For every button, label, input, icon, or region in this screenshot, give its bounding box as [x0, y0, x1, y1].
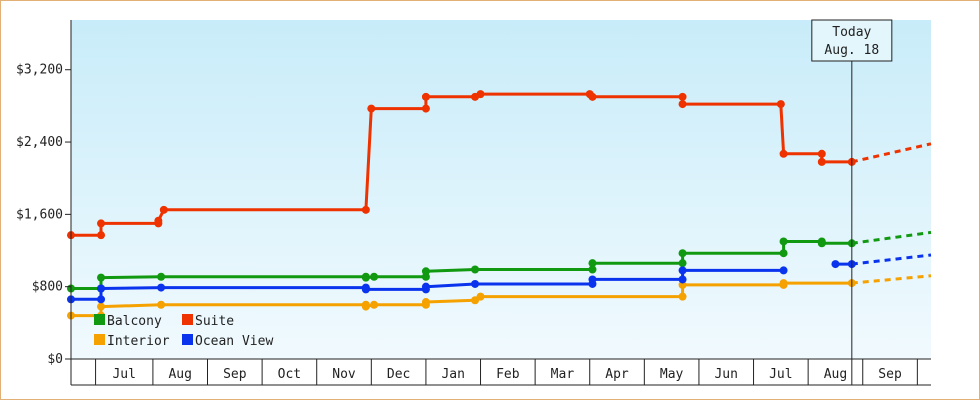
- data-point: [817, 149, 826, 158]
- today-date: Aug. 18: [824, 43, 879, 58]
- y-tick-label: $2,400: [16, 135, 63, 150]
- data-point: [678, 259, 687, 268]
- month-label: Sep: [223, 367, 247, 382]
- data-point: [361, 273, 370, 282]
- data-point: [588, 265, 597, 274]
- data-point: [779, 237, 788, 246]
- data-point: [370, 300, 379, 309]
- month-label: Dec: [387, 367, 410, 382]
- month-label: May: [660, 367, 684, 382]
- projection-line: [851, 274, 932, 285]
- data-point: [779, 149, 788, 158]
- data-point: [678, 292, 687, 301]
- month-label: Jul: [112, 367, 135, 382]
- data-point: [157, 300, 166, 309]
- today-marker: Today Aug. 18: [811, 19, 893, 385]
- data-point: [361, 302, 370, 311]
- projection-line: [851, 142, 932, 164]
- data-point: [831, 260, 840, 269]
- data-point: [97, 219, 106, 228]
- projection-line: [851, 230, 932, 245]
- month-label: Feb: [496, 367, 520, 382]
- month-label: Apr: [605, 367, 629, 382]
- month-label: Sep: [878, 367, 902, 382]
- data-point: [421, 104, 430, 113]
- data-point: [361, 285, 370, 294]
- axes: $0 $800 $1,600 $2,400 $3,200 Jul Aug Sep Oct Nov D…: [16, 20, 931, 386]
- month-label: Jul: [769, 367, 792, 382]
- y-tick-label: $1,600: [16, 207, 63, 222]
- data-point: [159, 205, 168, 214]
- legend: Balcony Suite Interior Ocean View: [94, 314, 273, 349]
- data-point: [157, 272, 166, 281]
- legend-swatch: [94, 334, 105, 345]
- data-point: [157, 283, 166, 292]
- data-point: [476, 292, 485, 301]
- projection-line: [851, 253, 932, 266]
- month-label: Mar: [551, 367, 575, 382]
- legend-label: Suite: [195, 314, 234, 329]
- legend-swatch: [182, 334, 193, 345]
- data-point: [154, 216, 163, 225]
- data-point: [97, 273, 106, 282]
- data-point: [817, 157, 826, 166]
- legend-label: Ocean View: [195, 334, 273, 349]
- legend-swatch: [182, 314, 193, 325]
- data-point: [588, 259, 597, 268]
- month-label: Nov: [332, 367, 356, 382]
- data-point: [471, 279, 480, 288]
- data-point: [678, 92, 687, 101]
- data-point: [370, 272, 379, 281]
- month-label: Oct: [278, 367, 301, 382]
- data-point: [779, 279, 788, 288]
- month-label: Aug: [824, 367, 847, 382]
- data-point: [588, 275, 597, 284]
- data-point: [588, 92, 597, 101]
- data-point: [361, 205, 370, 214]
- data-point: [421, 267, 430, 276]
- y-tick-label: $0: [47, 352, 63, 367]
- data-point: [97, 302, 106, 311]
- y-tick-label: $800: [32, 280, 63, 295]
- legend-label: Balcony: [107, 314, 162, 329]
- plot-background: [71, 20, 931, 359]
- legend-swatch: [94, 314, 105, 325]
- data-point: [678, 100, 687, 109]
- data-point: [476, 90, 485, 99]
- data-point: [97, 231, 106, 240]
- month-label: Aug: [168, 367, 191, 382]
- legend-label: Interior: [107, 334, 170, 349]
- data-point: [97, 284, 106, 293]
- today-box: [811, 19, 893, 62]
- y-tick-label: $3,200: [16, 63, 63, 78]
- data-point: [678, 275, 687, 284]
- month-label: Jun: [714, 367, 737, 382]
- data-point: [678, 249, 687, 258]
- today-label: Today: [832, 25, 871, 40]
- data-point: [97, 295, 106, 304]
- data-point: [367, 104, 376, 113]
- data-point: [776, 100, 785, 109]
- data-point: [779, 249, 788, 258]
- series-layer: [67, 90, 932, 320]
- data-point: [779, 266, 788, 275]
- data-point: [421, 298, 430, 307]
- data-point: [421, 92, 430, 101]
- month-label: Jan: [441, 367, 464, 382]
- data-point: [471, 265, 480, 274]
- data-point: [817, 239, 826, 248]
- data-point: [678, 266, 687, 275]
- data-point: [421, 282, 430, 291]
